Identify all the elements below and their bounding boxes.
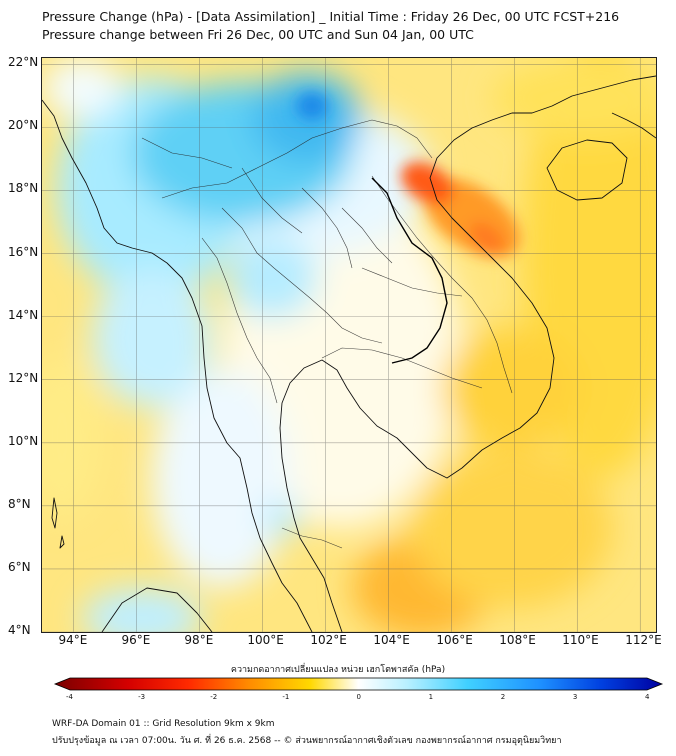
lat-lon-grid bbox=[42, 58, 656, 632]
colorbar-tick-label: 1 bbox=[428, 693, 434, 701]
x-tick-label: 106°E bbox=[436, 633, 473, 647]
colorbar-title: ความกดอากาศเปลี่ยนแปลง หน่วย เฮกโตพาสคัล… bbox=[230, 665, 446, 675]
y-tick-label: 12°N bbox=[8, 370, 39, 385]
colorbar-tick-label: 3 bbox=[572, 693, 578, 701]
x-tick-label: 110°E bbox=[562, 633, 599, 647]
x-tick-label: 94°E bbox=[58, 633, 88, 647]
colorbar-tick-label: 2 bbox=[500, 693, 506, 701]
country-borders bbox=[141, 119, 513, 549]
y-tick-label: 18°N bbox=[8, 181, 39, 196]
colorbar-tick-label: -4 bbox=[66, 693, 73, 701]
thailand-border bbox=[371, 177, 448, 364]
y-tick-label: 4°N bbox=[8, 623, 31, 637]
x-tick-label: 102°E bbox=[310, 633, 347, 647]
map-frame bbox=[41, 57, 657, 633]
y-tick-label: 14°N bbox=[8, 307, 39, 322]
y-tick-label: 20°N bbox=[8, 118, 39, 133]
x-tick-label: 98°E bbox=[184, 633, 214, 647]
colorbar-tick-label: -3 bbox=[138, 693, 146, 701]
footer-credits: ปรับปรุงข้อมูล ณ เวลา 07:00น. วัน ศ. ที่… bbox=[52, 736, 562, 746]
footer-model-info: WRF-DA Domain 01 :: Grid Resolution 9km … bbox=[52, 719, 275, 729]
colorbar-tick-label: -1 bbox=[282, 693, 290, 701]
map-subtitle: Pressure change between Fri 26 Dec, 00 U… bbox=[42, 27, 474, 42]
x-tick-label: 96°E bbox=[121, 633, 151, 647]
field-extremes bbox=[296, 92, 521, 258]
x-tick-label: 112°E bbox=[625, 633, 662, 647]
colorbar-tick-label: -2 bbox=[210, 693, 218, 701]
x-tick-label: 100°E bbox=[247, 633, 284, 647]
coastlines bbox=[42, 75, 656, 632]
map-title: Pressure Change (hPa) - [Data Assimilati… bbox=[42, 9, 620, 24]
x-tick-label: 108°E bbox=[499, 633, 536, 647]
colorbar-gradient bbox=[53, 677, 664, 691]
y-tick-label: 16°N bbox=[8, 244, 39, 259]
y-tick-label: 8°N bbox=[8, 496, 31, 511]
y-tick-label: 6°N bbox=[8, 559, 31, 574]
colorbar-tick-label: 0 bbox=[356, 693, 361, 701]
pressure-change-map bbox=[42, 58, 656, 632]
colorbar-tick-label: 4 bbox=[645, 693, 650, 701]
y-tick-label: 22°N bbox=[8, 55, 39, 70]
y-tick-label: 10°N bbox=[8, 433, 39, 448]
x-tick-label: 104°E bbox=[373, 633, 410, 647]
colorbar bbox=[53, 677, 664, 691]
